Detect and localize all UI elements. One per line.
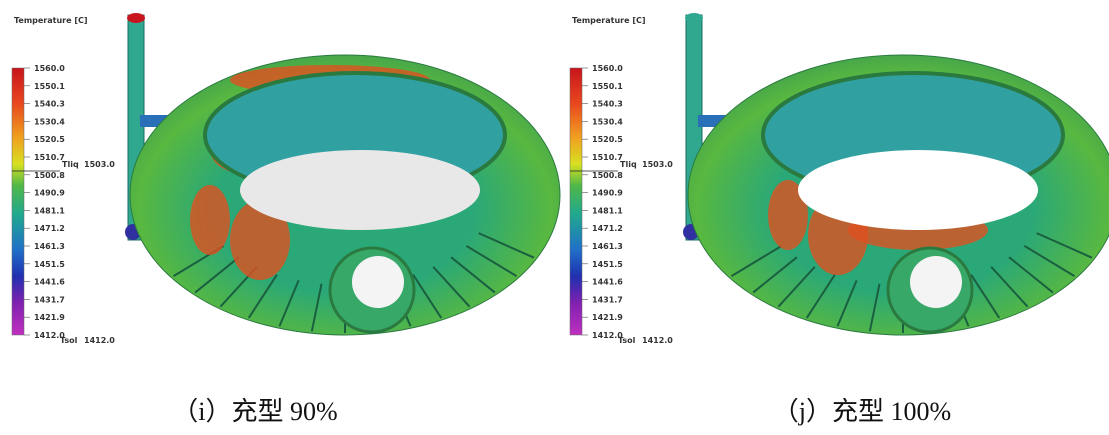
legend-label: 1490.9 bbox=[592, 189, 623, 198]
legend-label: 1481.1 bbox=[592, 206, 623, 215]
liquidus-value: 1503.0 bbox=[642, 160, 673, 169]
solidus-value: 1412.0 bbox=[84, 336, 115, 345]
colorbar bbox=[569, 67, 583, 336]
legend-label: 1510.7 bbox=[34, 153, 65, 162]
legend-label: 1461.3 bbox=[34, 242, 65, 251]
rib bbox=[1008, 256, 1054, 294]
colorbar bbox=[11, 67, 25, 336]
legend-label: 1520.5 bbox=[592, 135, 623, 144]
legend-label: 1530.4 bbox=[592, 117, 623, 126]
liquidus-value: 1503.0 bbox=[84, 160, 115, 169]
caption: （i）充型 90% bbox=[172, 397, 337, 426]
rib bbox=[247, 274, 278, 319]
casting-render bbox=[683, 13, 1109, 336]
rib bbox=[465, 244, 518, 277]
legend-label: 1441.6 bbox=[592, 278, 623, 287]
legend-label: 1540.3 bbox=[34, 100, 65, 109]
liquidus-label: Tliq bbox=[620, 160, 637, 169]
sprue-top bbox=[685, 13, 703, 23]
legend-label: 1500.8 bbox=[34, 171, 65, 180]
liquidus-label: Tliq bbox=[62, 160, 79, 169]
solidus-label: Tsol bbox=[60, 336, 78, 345]
rib bbox=[412, 274, 443, 319]
ring-hole bbox=[240, 150, 480, 230]
inlet-bore bbox=[352, 256, 404, 308]
legend-label: 1510.7 bbox=[592, 153, 623, 162]
legend-label: 1520.5 bbox=[34, 135, 65, 144]
legend-label: 1481.1 bbox=[34, 206, 65, 215]
rib bbox=[278, 279, 300, 327]
legend-label: 1550.1 bbox=[34, 82, 65, 91]
inlet-bore bbox=[910, 256, 962, 308]
rib bbox=[970, 274, 1001, 319]
legend-label: 1461.3 bbox=[592, 242, 623, 251]
legend-label: 1421.9 bbox=[592, 313, 623, 322]
legend-title: Temperature [C] bbox=[14, 16, 88, 25]
legend-label: 1500.8 bbox=[592, 171, 623, 180]
legend-label: 1431.7 bbox=[592, 295, 623, 304]
legend-label: 1540.3 bbox=[592, 100, 623, 109]
rib bbox=[194, 256, 240, 294]
legend-label: 1560.0 bbox=[592, 64, 623, 73]
legend-title: Temperature [C] bbox=[572, 16, 646, 25]
panel: Temperature [C] 1560.0 1550.1 1540.3 1530.4 1… bbox=[569, 13, 1109, 345]
rib bbox=[478, 232, 535, 259]
rib bbox=[1036, 232, 1093, 259]
ring-hole bbox=[798, 150, 1038, 230]
rib bbox=[310, 283, 323, 332]
rib bbox=[450, 256, 496, 294]
hot-zone bbox=[190, 185, 230, 255]
legend-label: 1471.2 bbox=[34, 224, 65, 233]
hot-zone bbox=[768, 180, 808, 250]
legend-label: 1550.1 bbox=[592, 82, 623, 91]
rib bbox=[777, 266, 816, 308]
rib bbox=[868, 283, 881, 332]
legend-label: 1421.9 bbox=[34, 313, 65, 322]
rib bbox=[805, 274, 836, 319]
legend-label: 1412.0 bbox=[592, 331, 623, 340]
sprue-top bbox=[127, 13, 145, 23]
legend-label: 1451.5 bbox=[34, 260, 65, 269]
rib bbox=[1023, 244, 1076, 277]
legend-label: 1490.9 bbox=[34, 189, 65, 198]
rib bbox=[752, 256, 798, 294]
panel: Temperature [C] 1560.0 1550.1 1540.3 1530.4 1… bbox=[11, 13, 561, 345]
rib bbox=[990, 266, 1029, 308]
legend-label: 1441.6 bbox=[34, 278, 65, 287]
rib bbox=[432, 266, 471, 308]
legend-label: 1451.5 bbox=[592, 260, 623, 269]
hot-zone bbox=[230, 200, 290, 280]
caption: （j）充型 100% bbox=[773, 397, 951, 426]
legend-label: 1560.0 bbox=[34, 64, 65, 73]
legend-label: 1431.7 bbox=[34, 295, 65, 304]
rib bbox=[730, 244, 783, 277]
solidus-label: Tsol bbox=[618, 336, 636, 345]
solidus-value: 1412.0 bbox=[642, 336, 673, 345]
rib bbox=[836, 279, 858, 327]
legend-label: 1471.2 bbox=[592, 224, 623, 233]
legend-label: 1412.0 bbox=[34, 331, 65, 340]
casting-render bbox=[125, 13, 561, 336]
legend-label: 1530.4 bbox=[34, 117, 65, 126]
